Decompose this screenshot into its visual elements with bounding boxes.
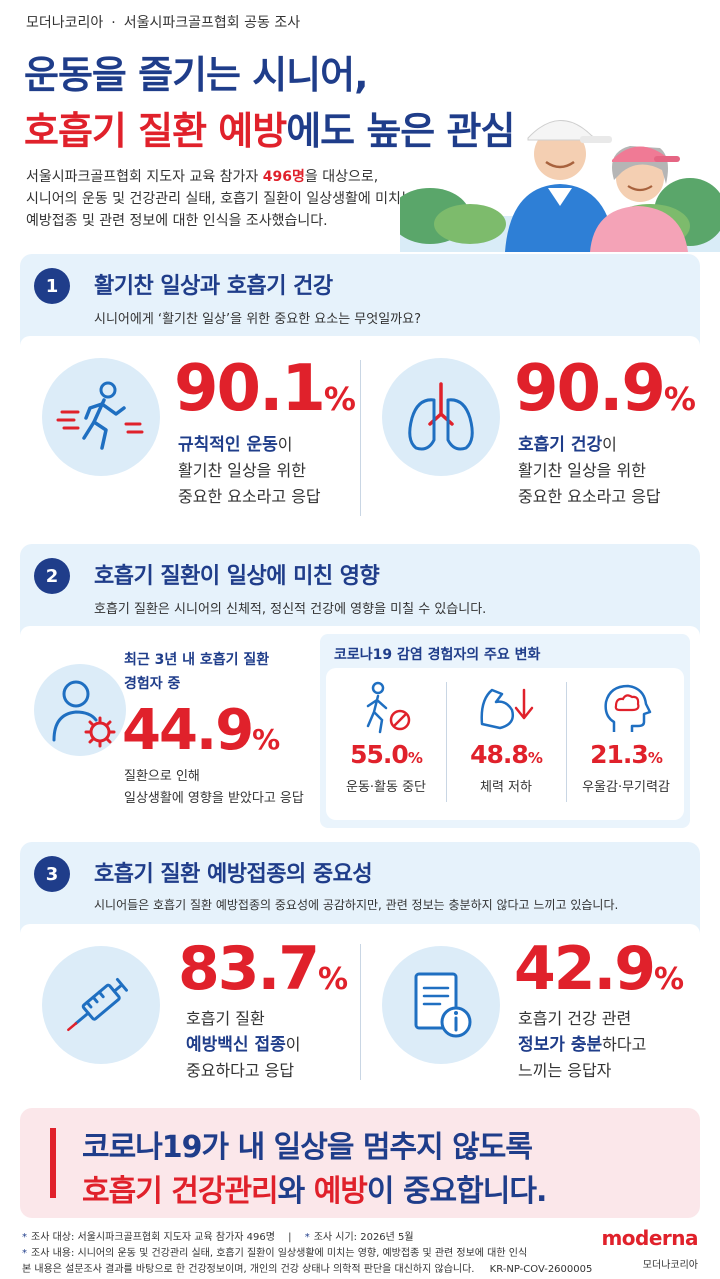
covid-box-title: 코로나19 감염 경험자의 주요 변화 — [334, 647, 541, 663]
moderna-logo: moderna — [601, 1226, 698, 1250]
divider — [446, 682, 447, 802]
stat-value: 90.1% — [174, 352, 356, 426]
stat-value: 44.9% — [122, 698, 281, 763]
covid-stat-value: 21.3% — [590, 740, 663, 769]
headline-line2: 호흡기 질환 예방에도 높은 관심 — [24, 100, 515, 155]
stat-description: 질환으로 인해 일상생활에 영향을 받았다고 응답 — [124, 769, 304, 806]
brand-korea: 모더나코리아 — [642, 1260, 698, 1271]
footnote-disclaimer: 본 내용은 설문조사 결과를 바탕으로 한 건강정보이며, 개인의 건강 상태나… — [22, 1264, 593, 1275]
covid-stat-value: 48.8% — [470, 740, 543, 769]
document-info-icon — [382, 946, 500, 1064]
headline-highlight: 호흡기 질환 예방 — [24, 109, 287, 153]
walking-stop-icon — [366, 681, 411, 734]
closing-banner: 코로나19가 내 일상을 멈추지 않도록 호흡기 건강관리와 예방이 중요합니다… — [20, 1108, 700, 1218]
stat-description: 호흡기 건강 관련 정보가 충분하다고 느끼는 응답자 — [518, 1009, 647, 1080]
footnote-survey: * 조사 대상: 서울시파크골프협회 지도자 교육 참가자 496명 | * 조사 … — [22, 1232, 414, 1243]
closing-line2: 호흡기 건강관리와 예방이 중요합니다. — [82, 1174, 547, 1209]
covid-box-card: 55.0% 운동·활동 중단 48.8% 체력 저하 — [326, 668, 684, 820]
footnote-content: * 조사 내용: 시니어의 운동 및 건강관리 실태, 호흡기 질환이 일상생활에… — [22, 1248, 528, 1259]
stat-value: 90.9% — [514, 352, 696, 426]
section-number: 1 — [34, 268, 70, 304]
source-company: 모더나코리아 — [26, 15, 104, 31]
section-number: 2 — [34, 558, 70, 594]
section-subtitle: 시니어에게 ‘활기찬 일상’을 위한 중요한 요소는 무엇일까요? — [94, 312, 421, 327]
source-dot: · — [111, 15, 116, 31]
section-vaccination: 3 호흡기 질환 예방접종의 중요성 시니어들은 호흡기 질환 예방접종의 중요… — [20, 842, 700, 1098]
stat-value: 42.9% — [514, 934, 685, 1004]
headline-rest: 에도 높은 관심 — [286, 109, 515, 153]
stat-value: 83.7% — [178, 934, 349, 1004]
header: 모더나코리아 · 서울시파크골프협회 공동 조사 운동을 즐기는 시니어, 호흡기 … — [0, 0, 720, 252]
syringe-icon — [42, 946, 160, 1064]
stat-heading: 최근 3년 내 호흡기 질환 경험자 중 — [124, 652, 270, 692]
covid-stat-label: 우울감·무기력감 — [582, 780, 670, 795]
section-subtitle: 시니어들은 호흡기 질환 예방접종의 중요성에 공감하지만, 관련 정보는 충분… — [94, 898, 619, 912]
intro-text: 서울시파크골프협회 지도자 교육 참가자 496명을 대상으로, 시니어의 운동… — [26, 169, 414, 229]
headline-line1: 운동을 즐기는 시니어, — [24, 53, 369, 97]
person-virus-icon — [34, 664, 126, 756]
survey-source: 모더나코리아 · 서울시파크골프협회 공동 조사 — [26, 12, 300, 32]
section-subtitle: 호흡기 질환은 시니어의 신체적, 정신적 건강에 영향을 미칠 수 있습니다. — [94, 602, 487, 617]
closing-line1: 코로나19가 내 일상을 멈추지 않도록 — [82, 1130, 533, 1165]
section-number: 3 — [34, 856, 70, 892]
section-vitality: 1 활기찬 일상과 호흡기 건강 시니어에게 ‘활기찬 일상’을 위한 중요한 … — [20, 254, 700, 540]
source-partner: 서울시파크골프협회 공동 조사 — [123, 15, 301, 31]
section-card: 90.1% 규칙적인 운동이 활기찬 일상을 위한 중요한 요소라고 응답 90… — [20, 336, 700, 540]
running-person-icon — [42, 358, 160, 476]
covid-stat-value: 55.0% — [350, 740, 423, 769]
stat-description: 호흡기 질환 예방백신 접종이 중요하다고 응답 — [186, 1009, 301, 1080]
head-cloud-icon — [604, 684, 652, 732]
section-title: 호흡기 질환 예방접종의 중요성 — [94, 862, 373, 887]
section-title: 호흡기 질환이 일상에 미친 영향 — [94, 564, 380, 589]
section-impact: 2 호흡기 질환이 일상에 미친 영향 호흡기 질환은 시니어의 신체적, 정신… — [20, 544, 700, 836]
senior-couple-illustration — [400, 120, 720, 252]
section-title: 활기찬 일상과 호흡기 건강 — [94, 274, 333, 299]
respondent-count: 496명 — [262, 169, 305, 185]
divider — [360, 944, 361, 1080]
covid-stat-label: 운동·활동 중단 — [345, 780, 427, 795]
divider — [360, 360, 361, 516]
covid-stat-label: 체력 저하 — [480, 780, 532, 795]
lungs-icon — [382, 358, 500, 476]
stat-description: 규칙적인 운동이 활기찬 일상을 위한 중요한 요소라고 응답 — [178, 435, 321, 506]
stat-description: 호흡기 건강이 활기찬 일상을 위한 중요한 요소라고 응답 — [518, 435, 661, 506]
document-code: KR-NP-COV-2600005 — [489, 1264, 593, 1275]
muscle-down-icon — [480, 688, 534, 730]
covid-changes-box: 코로나19 감염 경험자의 주요 변화 55.0% 운동·활동 중단 — [320, 634, 690, 828]
section-card: 83.7% 호흡기 질환 예방백신 접종이 중요하다고 응답 42.9% 호흡기… — [20, 924, 700, 1098]
accent-bar — [50, 1128, 56, 1198]
divider — [566, 682, 567, 802]
section-card: 최근 3년 내 호흡기 질환 경험자 중 44.9% 질환으로 인해 일상생활에… — [20, 626, 700, 836]
